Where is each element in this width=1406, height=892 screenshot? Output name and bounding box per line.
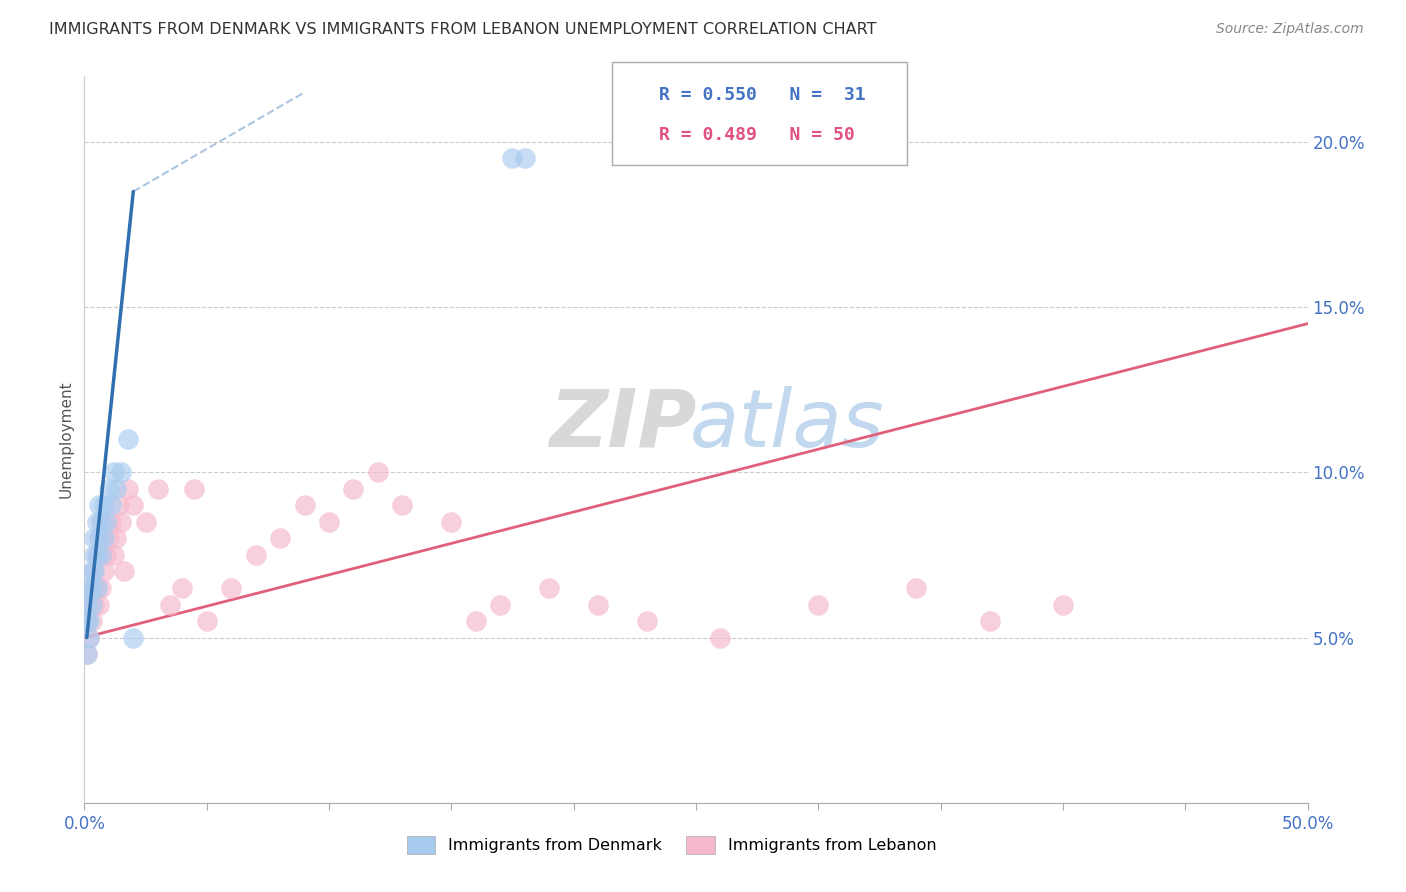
Point: [110, 466, 132, 480]
Point: [93, 565, 115, 579]
Point: [86, 515, 108, 529]
Point: [112, 565, 135, 579]
Text: Source: ZipAtlas.com: Source: ZipAtlas.com: [1216, 22, 1364, 37]
Point: [76, 598, 98, 612]
Text: R = 0.489   N = 50: R = 0.489 N = 50: [659, 126, 855, 144]
Point: [83, 598, 105, 612]
Point: [80, 598, 103, 612]
Point: [77, 631, 100, 645]
Point: [77, 614, 100, 628]
Text: atlas: atlas: [690, 385, 884, 464]
Point: [367, 466, 389, 480]
Point: [96, 515, 118, 529]
Point: [90, 581, 112, 595]
Y-axis label: Unemployment: Unemployment: [58, 381, 73, 498]
Point: [93, 499, 115, 513]
Point: [86, 548, 108, 562]
Point: [83, 548, 105, 562]
Point: [391, 499, 413, 513]
Point: [464, 614, 486, 628]
Point: [103, 548, 125, 562]
Point: [77, 581, 100, 595]
Point: [489, 598, 512, 612]
Point: [586, 598, 609, 612]
Point: [709, 631, 731, 645]
Point: [80, 614, 103, 628]
Text: R = 0.550   N =  31: R = 0.550 N = 31: [659, 87, 866, 104]
Point: [538, 581, 561, 595]
Text: IMMIGRANTS FROM DENMARK VS IMMIGRANTS FROM LEBANON UNEMPLOYMENT CORRELATION CHAR: IMMIGRANTS FROM DENMARK VS IMMIGRANTS FR…: [49, 22, 877, 37]
Point: [83, 532, 105, 546]
Point: [90, 515, 112, 529]
Point: [76, 614, 98, 628]
Point: [87, 532, 110, 546]
Point: [100, 499, 122, 513]
Point: [117, 432, 139, 446]
Point: [245, 548, 267, 562]
Point: [97, 482, 120, 496]
Point: [97, 532, 120, 546]
Point: [90, 548, 112, 562]
Point: [135, 515, 157, 529]
Point: [905, 581, 928, 595]
Point: [77, 631, 100, 645]
Point: [146, 482, 169, 496]
Point: [100, 515, 122, 529]
Point: [86, 581, 108, 595]
Point: [1052, 598, 1074, 612]
Point: [87, 532, 110, 546]
Point: [80, 565, 103, 579]
Point: [117, 482, 139, 496]
Point: [77, 598, 100, 612]
Point: [440, 515, 463, 529]
Point: [90, 515, 112, 529]
Point: [105, 482, 128, 496]
Point: [294, 499, 316, 513]
Point: [195, 614, 218, 628]
Point: [80, 581, 103, 595]
Point: [107, 499, 129, 513]
Point: [105, 532, 128, 546]
Point: [122, 499, 145, 513]
Point: [636, 614, 658, 628]
Point: [318, 515, 340, 529]
Point: [76, 647, 98, 661]
Point: [80, 581, 103, 595]
Point: [103, 466, 125, 480]
Point: [513, 152, 536, 166]
Point: [83, 565, 105, 579]
Point: [183, 482, 205, 496]
Point: [86, 581, 108, 595]
Point: [269, 532, 291, 546]
Point: [86, 548, 108, 562]
Point: [110, 515, 132, 529]
Point: [342, 482, 364, 496]
Point: [219, 581, 242, 595]
Point: [93, 532, 115, 546]
Point: [87, 598, 110, 612]
Point: [122, 631, 145, 645]
Point: [172, 581, 194, 595]
Legend: Immigrants from Denmark, Immigrants from Lebanon: Immigrants from Denmark, Immigrants from…: [401, 830, 942, 860]
Point: [807, 598, 830, 612]
Point: [87, 499, 110, 513]
Point: [96, 548, 118, 562]
Text: ZIP: ZIP: [550, 385, 696, 464]
Point: [76, 647, 98, 661]
Point: [502, 152, 524, 166]
Point: [159, 598, 181, 612]
Point: [979, 614, 1001, 628]
Point: [83, 565, 105, 579]
Point: [76, 614, 98, 628]
